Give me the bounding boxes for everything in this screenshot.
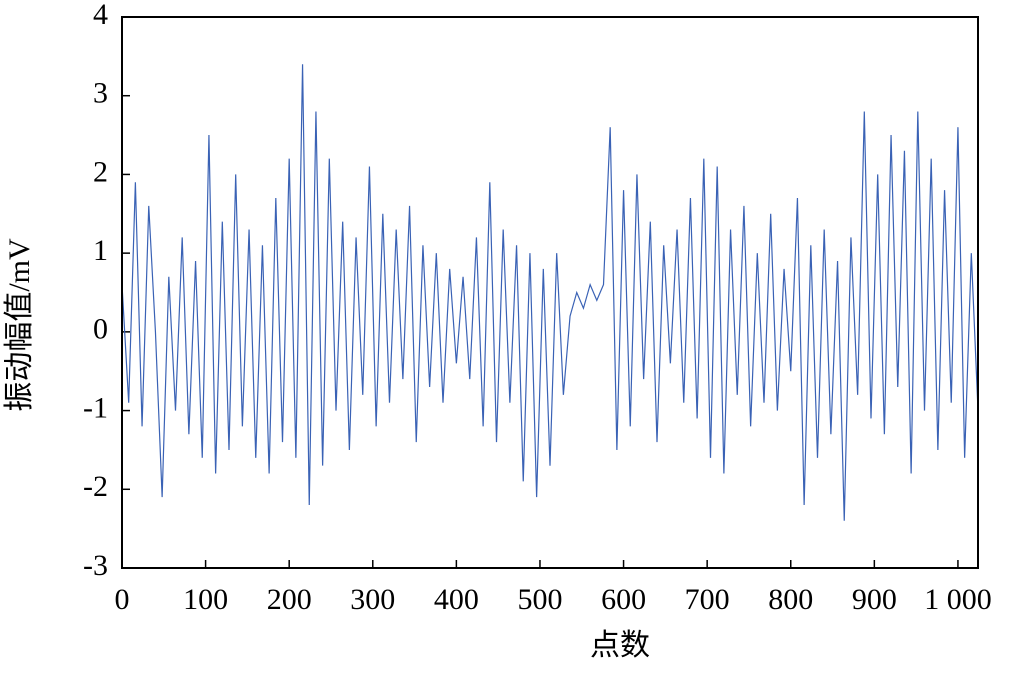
signal-line <box>121 64 979 521</box>
plot-frame <box>121 16 979 569</box>
x-tick-label: 500 <box>517 583 562 616</box>
x-tick-label: 900 <box>852 583 897 616</box>
x-tick-label: 0 <box>115 583 130 616</box>
x-tick-label: 200 <box>267 583 312 616</box>
y-tick-label: 3 <box>93 77 108 110</box>
y-tick-label: 2 <box>93 155 108 188</box>
y-tick-label: -3 <box>83 549 108 582</box>
y-tick-label: 1 <box>93 234 108 267</box>
x-tick-label: 700 <box>685 583 730 616</box>
y-axis-label: 振动幅值/mV <box>3 238 36 412</box>
x-tick-label: 100 <box>183 583 228 616</box>
y-tick-label: 0 <box>93 313 108 346</box>
y-tick-label: 4 <box>93 0 108 31</box>
x-tick-label: 600 <box>601 583 646 616</box>
x-tick-label: 1 000 <box>924 583 992 616</box>
y-tick-label: -1 <box>83 391 108 424</box>
x-axis-label: 点数 <box>590 629 650 662</box>
x-tick-label: 800 <box>768 583 813 616</box>
y-tick-label: -2 <box>83 470 108 503</box>
x-tick-label: 400 <box>434 583 479 616</box>
x-tick-label: 300 <box>350 583 395 616</box>
